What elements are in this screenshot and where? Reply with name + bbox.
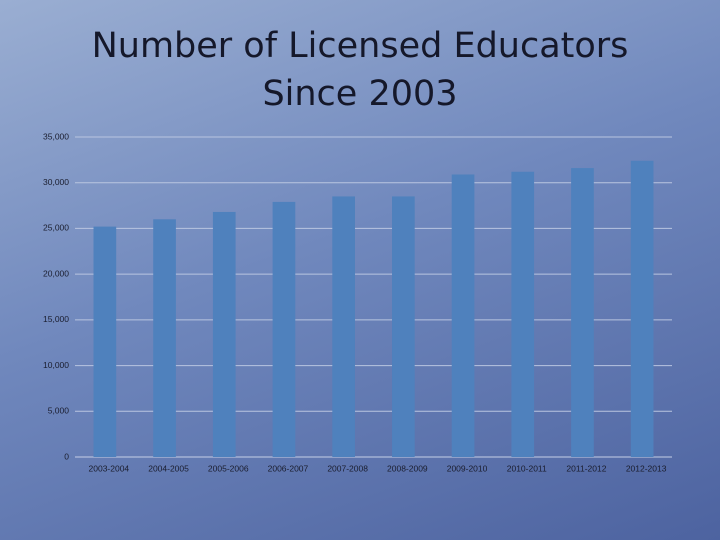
y-tick-label: 5,000	[48, 406, 70, 416]
x-tick-label: 2012-2013	[626, 463, 667, 473]
x-tick-label: 2009-2010	[447, 463, 488, 473]
bar	[93, 226, 117, 457]
x-tick-label: 2010-2011	[507, 463, 547, 473]
x-tick-label: 2005-2006	[208, 463, 249, 473]
bar	[212, 211, 236, 457]
x-tick-label: 2011-2012	[566, 463, 606, 473]
y-tick-label: 0	[64, 451, 69, 461]
y-tick-label: 10,000	[43, 360, 69, 370]
x-tick-label: 2006-2007	[268, 463, 309, 473]
chart-title: Number of Licensed Educators Since 2003	[91, 26, 629, 114]
x-tick-label: 2008-2009	[387, 463, 428, 473]
bar	[511, 171, 535, 457]
x-tick-label: 2003-2004	[89, 463, 130, 473]
y-tick-label: 35,000	[43, 131, 69, 141]
bar	[392, 196, 415, 457]
y-tick-label: 20,000	[43, 268, 69, 278]
y-tick-label: 30,000	[43, 177, 69, 187]
y-tick-label: 25,000	[43, 223, 69, 233]
y-tick-label: 15,000	[43, 314, 69, 324]
bar	[272, 201, 296, 457]
x-tick-label: 2007-2008	[327, 463, 368, 473]
x-tick-label: 2004-2005	[148, 463, 189, 473]
bar	[630, 160, 654, 457]
bar	[571, 168, 594, 458]
bar	[451, 174, 475, 457]
bar	[153, 219, 176, 457]
bar	[332, 196, 355, 457]
